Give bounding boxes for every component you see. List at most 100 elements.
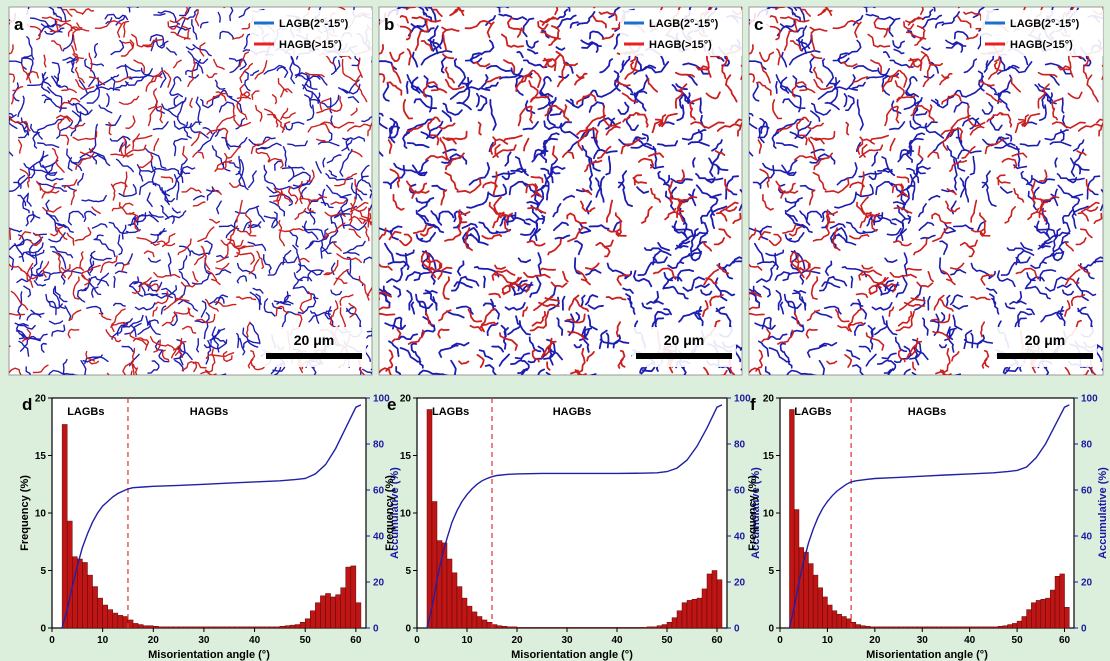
plot-area [416,397,728,629]
y-tick-label: 5 [405,566,411,577]
x-axis-label: Misorientation angle (°) [148,649,270,661]
bar [107,609,114,629]
bar [606,627,613,629]
bar [203,626,210,629]
x-axis-label: Misorientation angle (°) [511,649,633,661]
bars [61,424,362,629]
bar [691,599,698,629]
bar [223,626,230,629]
scale-bar-box [262,327,366,367]
x-tick-label: 0 [777,635,783,646]
bar [983,626,989,629]
bar [481,619,488,629]
y-tick-label: 0 [768,624,774,635]
bar [345,566,352,629]
x-tick-label: 10 [461,635,473,646]
bar [279,626,286,629]
legend-label-hagb: HAGB(>15°) [279,39,342,51]
bar [836,613,842,629]
bar [621,627,628,629]
y2-tick-label: 40 [373,532,385,543]
bar [132,623,139,629]
bar [456,586,463,629]
bar [1002,625,1008,629]
panel-letter-bg [750,9,770,33]
bar [822,596,828,629]
bar [626,627,633,629]
bar [1021,616,1027,629]
y2-tick-label: 100 [373,394,390,405]
bar [208,626,215,629]
bar [945,626,951,629]
y2-axis-label: Accumulative (%) [1097,467,1109,559]
bar [798,547,804,629]
legend-label-hagb: HAGB(>15°) [1010,39,1073,51]
bar [860,625,866,629]
bar [299,622,306,629]
y-tick-label: 0 [405,624,411,635]
bar [320,595,326,629]
bar [1035,600,1042,629]
y2-tick-label: 100 [1081,394,1098,405]
legend-box [620,10,742,56]
y-axis-label: Frequency (%) [384,475,396,551]
y-axis-label: Frequency (%) [19,475,31,551]
region-label-hagbs: HAGBs [553,406,592,418]
bar [158,626,164,629]
bar [931,626,937,629]
panel-letter: e [387,395,396,414]
bar [193,626,200,629]
bar [1012,623,1018,629]
y2-tick-label: 60 [1081,486,1093,497]
bar [940,626,947,629]
boundary-map-b: b LAGB(2°-15°) HAGB(>15°) 20 μm [378,6,743,376]
bar [168,626,174,629]
y2-tick-label: 40 [1081,532,1093,543]
x-tick-label: 20 [511,635,523,646]
y2-tick-label: 80 [373,440,385,451]
bar [153,626,159,629]
x-tick-label: 0 [49,635,55,646]
boundary-map-c: c LAGB(2°-15°) HAGB(>15°) 20 μm [748,6,1104,376]
cumulative-curve [61,404,362,629]
bar [907,626,914,629]
map-background [748,6,1104,376]
region-label-lagbs: LAGBs [67,406,104,418]
bar [87,574,93,629]
bar [893,626,899,629]
panel-letter-bg [10,9,30,33]
bar [259,626,265,629]
bar [431,501,438,629]
x-tick-label: 40 [249,635,261,646]
x-tick-label: 30 [198,635,210,646]
bar [315,602,321,629]
y-tick-label: 15 [763,451,775,462]
bar [173,626,179,629]
scale-bar-label: 20 μm [664,332,704,348]
map-background [378,6,743,376]
bar [701,588,708,629]
bar [436,540,443,629]
bar [1045,597,1051,629]
bar [959,626,966,629]
y-tick-label: 0 [40,624,46,635]
bar [865,626,871,629]
scale-bar [997,353,1093,359]
legend-box [981,10,1103,56]
bar [1059,573,1065,629]
bar [218,626,225,629]
y-tick-label: 20 [400,394,412,405]
bar [137,624,144,629]
bar [803,551,809,629]
y2-tick-label: 20 [373,578,385,589]
bar [1016,620,1023,629]
plot-area [779,397,1075,629]
bar [516,627,523,629]
y2-tick-label: 60 [373,486,385,497]
bar [661,624,668,629]
y2-tick-label: 20 [1081,578,1093,589]
y-tick-label: 20 [35,394,47,405]
hagb-boundaries [379,7,742,375]
bar [546,627,553,629]
